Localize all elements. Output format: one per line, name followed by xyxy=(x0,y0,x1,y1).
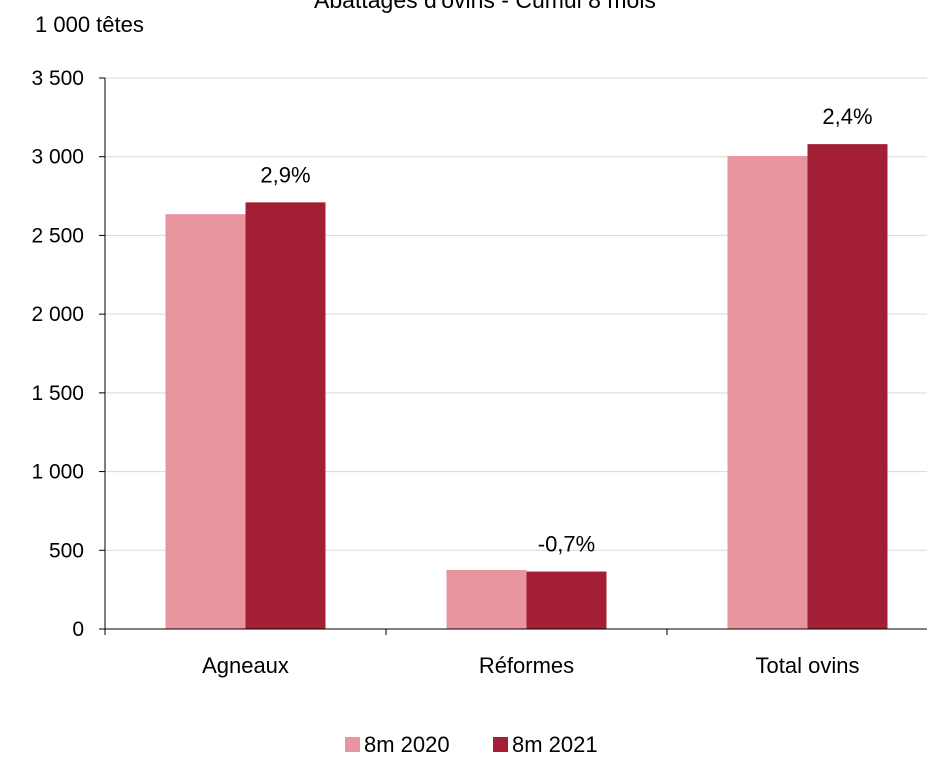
bar-8m-2020 xyxy=(727,155,808,630)
data-labels: 2,9% -0,7% 2,4% xyxy=(260,104,872,556)
bars xyxy=(165,144,888,630)
legend-label: 8m 2021 xyxy=(512,732,598,757)
y-axis-unit-label: 1 000 têtes xyxy=(35,12,144,37)
legend-swatch xyxy=(493,737,508,752)
bar-8m-2021 xyxy=(526,571,607,629)
bar-8m-2021 xyxy=(245,202,326,629)
legend-swatch xyxy=(345,737,360,752)
data-label: 2,4% xyxy=(822,104,872,129)
bar-8m-2020 xyxy=(165,214,246,629)
category-label: Agneaux xyxy=(202,653,289,678)
category-label: Total ovins xyxy=(756,653,860,678)
y-tick-label: 1 000 xyxy=(31,461,84,484)
data-label: -0,7% xyxy=(538,532,595,557)
y-tick-label: 2 500 xyxy=(31,224,84,247)
legend: 8m 2020 8m 2021 xyxy=(345,732,598,757)
data-label: 2,9% xyxy=(260,162,310,187)
y-tick-label: 1 500 xyxy=(31,382,84,405)
axes xyxy=(99,77,927,635)
legend-label: 8m 2020 xyxy=(364,732,450,757)
y-tick-label: 2 000 xyxy=(31,303,84,326)
bar-8m-2021 xyxy=(807,144,888,629)
y-tick-label: 3 000 xyxy=(31,146,84,169)
category-labels: Agneaux Réformes Total ovins xyxy=(202,653,859,678)
bar-8m-2020 xyxy=(446,569,527,629)
y-tick-label: 0 xyxy=(72,618,84,641)
y-tick-label: 3 500 xyxy=(31,67,84,90)
category-label: Réformes xyxy=(479,653,574,678)
y-tick-label: 500 xyxy=(49,539,84,562)
y-tick-labels: 0 500 1 000 1 500 2 000 2 500 3 000 3 500 xyxy=(31,67,84,641)
chart-title: Abattages d'ovins - Cumul 8 mois xyxy=(314,0,656,13)
